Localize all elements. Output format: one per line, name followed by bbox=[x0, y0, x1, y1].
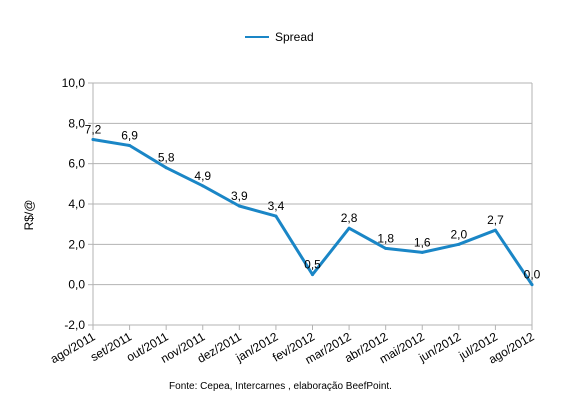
y-tick-label: 4,0 bbox=[68, 197, 85, 211]
x-tick-label: ago/2011 bbox=[48, 329, 98, 366]
data-label: 3,4 bbox=[268, 199, 285, 213]
data-point bbox=[237, 204, 241, 208]
gridlines bbox=[93, 82, 532, 326]
y-axis-label: R$/@ bbox=[22, 200, 36, 231]
data-label: 6,9 bbox=[121, 129, 138, 143]
y-tick-label: 8,0 bbox=[68, 116, 85, 130]
data-point bbox=[493, 228, 497, 232]
data-point bbox=[347, 226, 351, 230]
data-point bbox=[164, 166, 168, 170]
data-label: 0,0 bbox=[524, 268, 541, 282]
data-label: 2,0 bbox=[450, 227, 467, 241]
data-point bbox=[384, 246, 388, 250]
data-labels: 7,2 6,9 5,8 4,9 3,9 3,4 0,5 2,8 1,8 1,6 2,0 2,7 0,0 bbox=[85, 122, 541, 281]
data-label: 5,8 bbox=[158, 151, 175, 165]
data-label: 3,9 bbox=[231, 189, 248, 203]
series-layer bbox=[91, 137, 534, 287]
data-point bbox=[274, 214, 278, 218]
data-label: 7,2 bbox=[85, 122, 102, 136]
data-label: 1,6 bbox=[414, 235, 431, 249]
y-tick-label: 0,0 bbox=[68, 278, 85, 292]
y-tick-label: -2,0 bbox=[64, 318, 85, 332]
data-point bbox=[128, 144, 132, 148]
y-tick-label: 2,0 bbox=[68, 237, 85, 251]
legend: Spread bbox=[245, 30, 314, 44]
data-label: 4,9 bbox=[194, 169, 211, 183]
data-label: 0,5 bbox=[304, 258, 321, 272]
data-point bbox=[91, 137, 95, 141]
data-point bbox=[457, 242, 461, 246]
x-tick-label: jun/2012 bbox=[416, 329, 464, 365]
data-point bbox=[311, 273, 314, 277]
data-point bbox=[530, 283, 534, 287]
data-label: 1,8 bbox=[377, 231, 394, 245]
y-tick-label: 6,0 bbox=[68, 157, 85, 171]
source-note: Fonte: Cepea, Intercarnes , elaboração B… bbox=[169, 381, 392, 392]
legend-label-spread: Spread bbox=[275, 30, 314, 44]
y-tick-label: 10,0 bbox=[62, 76, 86, 90]
axes: -2,00,02,04,06,08,010,0ago/2011set/2011o… bbox=[48, 76, 537, 367]
data-point bbox=[420, 250, 424, 254]
data-point bbox=[201, 184, 205, 188]
data-label: 2,8 bbox=[341, 211, 358, 225]
data-label: 2,7 bbox=[487, 213, 504, 227]
